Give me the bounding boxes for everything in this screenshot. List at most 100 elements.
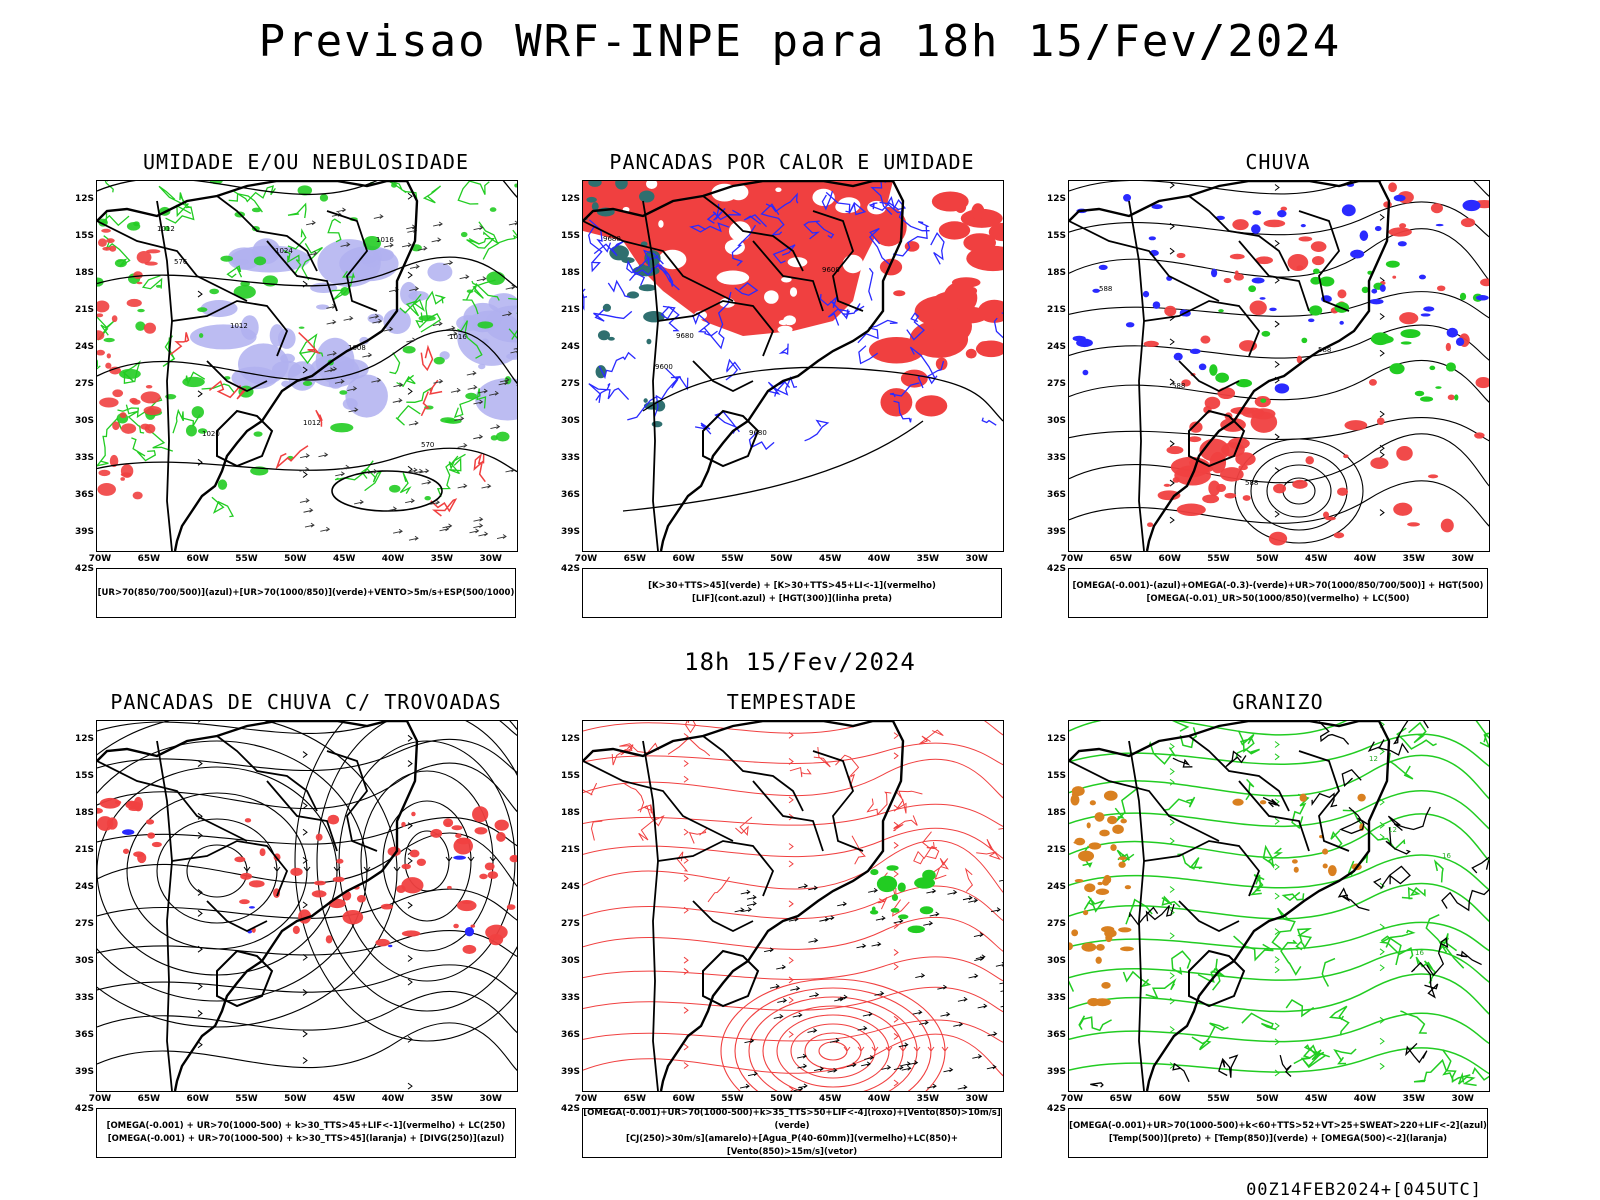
legend-line: [OMEGA(-0.01)_UR>50(1000/850)(vermelho) …	[1146, 594, 1410, 604]
lat-label: 27S	[74, 919, 94, 929]
mid-title: 18h 15/Fev/2024	[684, 648, 916, 676]
lat-label: 36S	[74, 490, 94, 500]
panel-title: TEMPESTADE	[726, 690, 858, 714]
lon-label: 40W	[381, 554, 405, 564]
lat-label: 21S	[560, 845, 580, 855]
footer-timestamp: 00Z14FEB2024+[045UTC]	[1246, 1180, 1482, 1200]
lon-label: 45W	[332, 554, 356, 564]
lon-label: 50W	[284, 554, 307, 564]
contour-label: 16	[1442, 852, 1451, 860]
contour-label: 588	[1245, 479, 1258, 487]
lon-label: 30W	[479, 554, 502, 564]
lon-label: 55W	[1207, 554, 1230, 564]
panel-title: GRANIZO	[1232, 690, 1324, 714]
map-frame: 588 588 588 588	[1068, 180, 1490, 552]
legend-box: [K>30+TTS>45](verde) + [K>30+TTS>45+LI<-…	[582, 568, 1002, 618]
lon-label: 45W	[1304, 554, 1328, 564]
panel-title: UMIDADE E/OU NEBULOSIDADE	[142, 150, 470, 174]
lat-label: 18S	[1046, 268, 1066, 278]
lon-label: 40W	[381, 1094, 405, 1104]
map-svg	[583, 721, 1003, 1091]
map-panel-6: GRANIZO 12 16 16 12 12S 15S 18S 21S 24S 27S 30S 33S 3…	[1047, 690, 1498, 1170]
lat-label: 39S	[1046, 1067, 1066, 1077]
lat-label: 36S	[74, 1030, 94, 1040]
lat-label: 18S	[560, 808, 580, 818]
contour-label: 9680	[603, 235, 621, 243]
lon-label: 35W	[430, 554, 454, 564]
map-frame: 1012 1012 1012 1016 1016 1020 1024 1008 570 576	[96, 180, 518, 552]
lat-label: 15S	[1046, 771, 1066, 781]
lat-label: 39S	[560, 1067, 580, 1077]
lon-label: 55W	[235, 554, 258, 564]
map-svg: 9680 9680 9680 9600 9600	[583, 181, 1003, 551]
lon-label: 65W	[623, 554, 647, 564]
legend-line: [OMEGA(-0.001)+UR>70(1000-500)+k>35_TTS>…	[583, 1108, 1001, 1131]
lat-label: 18S	[74, 268, 94, 278]
lat-label: 39S	[74, 1067, 94, 1077]
lon-label: 55W	[721, 1094, 744, 1104]
lat-label: 15S	[74, 771, 94, 781]
contour-label: 1012	[230, 322, 248, 330]
lat-label: 27S	[1046, 919, 1066, 929]
lon-label: 65W	[137, 554, 161, 564]
lon-label: 45W	[1304, 1094, 1328, 1104]
map-svg: 12 16 16 12	[1069, 721, 1489, 1091]
lat-label: 18S	[560, 268, 580, 278]
lon-label: 40W	[1353, 1094, 1377, 1104]
lat-label: 21S	[1046, 845, 1066, 855]
lon-label: 60W	[1158, 1094, 1181, 1104]
lat-label: 30S	[560, 956, 580, 966]
main-title: Previsao WRF-INPE para 18h 15/Fev/2024	[258, 16, 1342, 67]
contour-label: 570	[421, 441, 434, 449]
lon-label: 50W	[770, 554, 793, 564]
lat-label: 30S	[560, 416, 580, 426]
legend-line: [OMEGA(-0.001)-(azul)+OMEGA(-0.3)-(verde…	[1072, 581, 1484, 591]
contour-label: 1016	[449, 333, 467, 341]
contour-label: 12	[1388, 826, 1397, 834]
lon-label: 50W	[770, 1094, 793, 1104]
lon-label: 50W	[1256, 1094, 1279, 1104]
lon-label: 35W	[1402, 1094, 1426, 1104]
lat-label: 36S	[560, 490, 580, 500]
panel-title: PANCADAS POR CALOR E UMIDADE	[609, 150, 975, 174]
lon-label: 55W	[1207, 1094, 1230, 1104]
lat-label: 24S	[1046, 342, 1066, 352]
lon-label: 30W	[965, 554, 988, 564]
legend-box: [OMEGA(-0.001)+UR>70(1000-500)+k>35_TTS>…	[582, 1108, 1002, 1158]
legend-line: [UR>70(850/700/500)](azul)+[UR>70(1000/8…	[97, 587, 515, 598]
lat-label: 15S	[560, 231, 580, 241]
lat-label: 36S	[1046, 1030, 1066, 1040]
lat-label: 12S	[1046, 194, 1066, 204]
lon-label: 35W	[916, 1094, 940, 1104]
lat-label: 33S	[74, 453, 94, 463]
map-panel-4: PANCADAS DE CHUVA C/ TROVOADAS 12S 15S 18S 2…	[75, 690, 526, 1170]
lat-label: 12S	[560, 734, 580, 744]
lon-label: 70W	[574, 1094, 598, 1104]
lon-label: 70W	[88, 554, 112, 564]
legend-line: [K>30+TTS>45](verde) + [K>30+TTS>45+LI<-…	[648, 581, 936, 591]
lat-label: 42S	[74, 1104, 94, 1114]
lon-label: 60W	[672, 554, 695, 564]
lat-label: 30S	[1046, 956, 1066, 966]
lat-label: 24S	[560, 342, 580, 352]
lat-label: 27S	[560, 379, 580, 389]
contour-label: 9600	[822, 266, 840, 274]
lon-label: 30W	[965, 1094, 988, 1104]
lat-label: 39S	[1046, 527, 1066, 537]
lon-label: 35W	[1402, 554, 1426, 564]
map-svg	[97, 721, 517, 1091]
lat-label: 33S	[1046, 993, 1066, 1003]
legend-box: [UR>70(850/700/500)](azul)+[UR>70(1000/8…	[96, 568, 516, 618]
lat-label: 24S	[1046, 882, 1066, 892]
map-panel-2: PANCADAS POR CALOR E UMIDADE 9680 9680 9680…	[561, 150, 1012, 630]
lat-label: 21S	[74, 845, 94, 855]
lon-label: 65W	[623, 1094, 647, 1104]
lat-label: 21S	[1046, 305, 1066, 315]
map-frame	[582, 720, 1004, 1092]
lon-label: 40W	[867, 554, 891, 564]
lat-label: 30S	[1046, 416, 1066, 426]
contour-label: 576	[174, 258, 188, 266]
legend-box: [OMEGA(-0.001)+UR>70(1000-500)+k<60+TTS>…	[1068, 1108, 1488, 1158]
lon-label: 65W	[1109, 1094, 1133, 1104]
map-panel-5: TEMPESTADE 12S 15S 18S 21S 24S 27S 30S 33S 36S 39S…	[561, 690, 1012, 1170]
